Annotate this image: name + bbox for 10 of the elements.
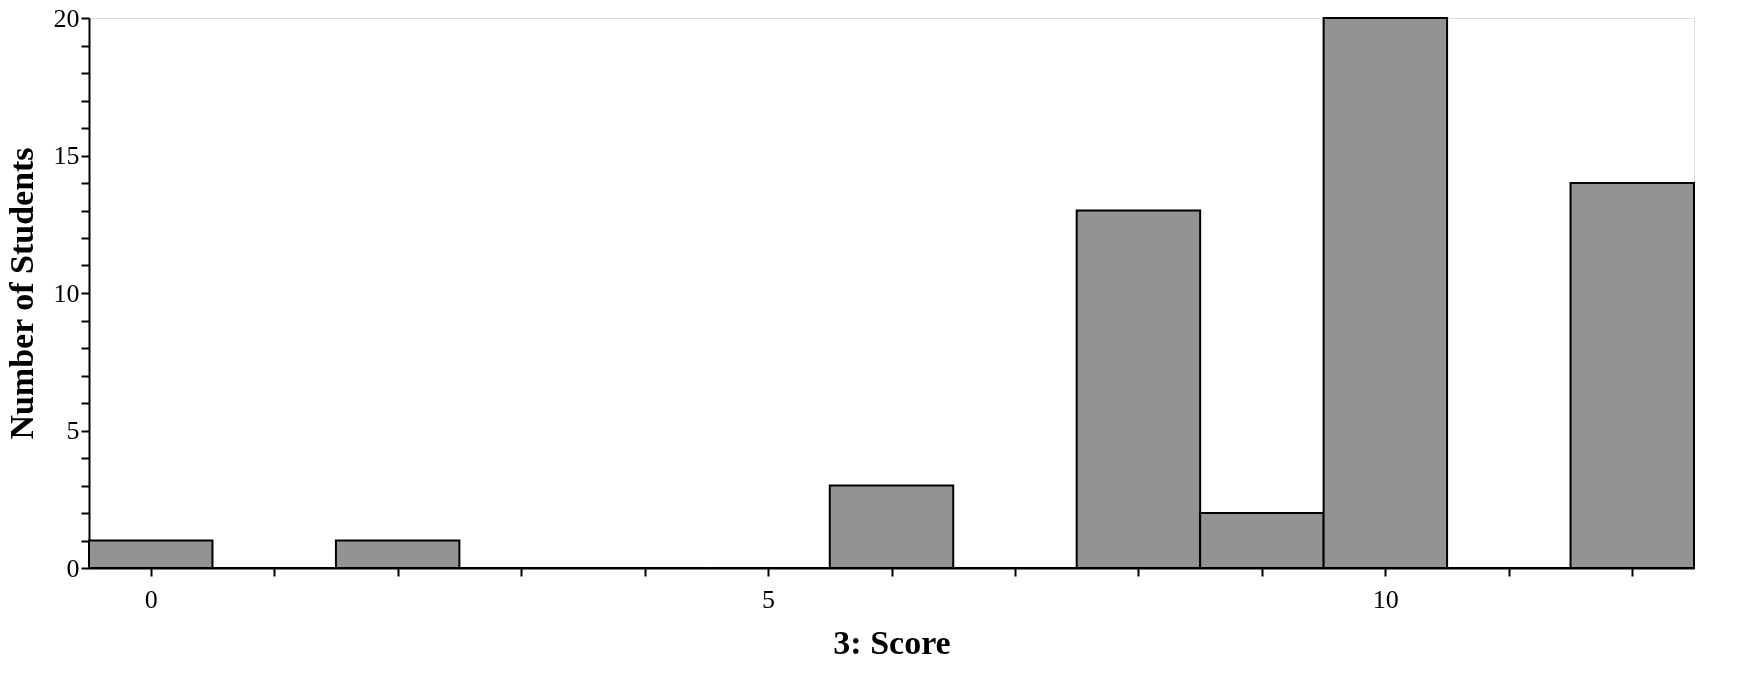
y-tick-label: 5 (66, 416, 80, 445)
y-tick-label: 10 (53, 278, 80, 308)
y-axis-title: Number of Students (2, 147, 40, 440)
x-tick-label: 0 (144, 584, 158, 614)
x-axis-title: 3: Score (833, 623, 951, 661)
x-tick-label: 10 (1372, 584, 1399, 614)
y-tick-label: 20 (53, 3, 80, 33)
y-tick-label: 15 (53, 141, 80, 170)
x-tick-label: 5 (762, 584, 776, 614)
y-tick-label: 0 (66, 553, 80, 583)
